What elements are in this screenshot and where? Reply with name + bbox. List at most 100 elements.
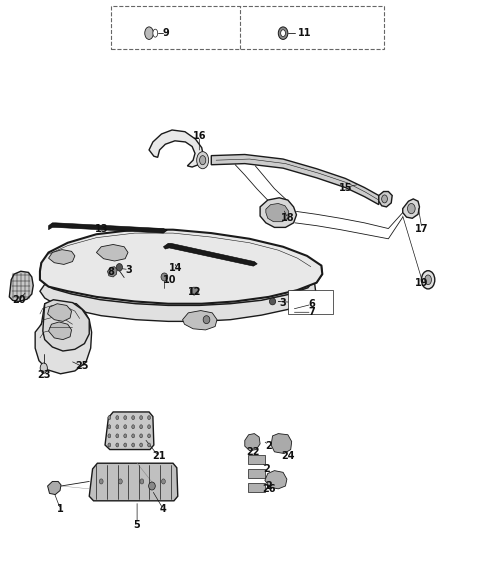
Ellipse shape [124,425,127,429]
Polygon shape [108,267,117,277]
Text: 10: 10 [163,275,176,285]
Text: 5: 5 [134,520,141,530]
Polygon shape [265,471,287,489]
Text: 2: 2 [265,441,272,451]
Polygon shape [149,130,204,167]
Ellipse shape [124,416,127,420]
Text: 3: 3 [126,264,132,275]
Ellipse shape [148,416,151,420]
Ellipse shape [203,316,210,324]
Polygon shape [182,311,217,330]
Polygon shape [40,230,323,304]
Ellipse shape [269,298,276,305]
Text: 3: 3 [280,297,287,308]
Ellipse shape [408,203,415,214]
Text: 2: 2 [265,481,272,491]
Ellipse shape [421,271,435,289]
Polygon shape [190,287,199,295]
Polygon shape [248,469,265,478]
Ellipse shape [108,425,111,429]
Text: 6: 6 [309,299,315,309]
Polygon shape [35,301,92,374]
Text: 4: 4 [160,504,167,514]
Text: 15: 15 [338,183,352,192]
Polygon shape [48,223,167,233]
Polygon shape [43,300,89,351]
Text: 9: 9 [162,28,169,38]
Text: 7: 7 [309,307,315,317]
Text: 25: 25 [75,361,89,371]
Ellipse shape [140,416,143,420]
Ellipse shape [140,434,143,438]
Ellipse shape [148,425,151,429]
Text: 1: 1 [57,504,64,514]
Text: 13: 13 [95,223,108,234]
Ellipse shape [140,479,144,484]
Ellipse shape [425,275,432,285]
Text: (W/AUTO LIGHT): (W/AUTO LIGHT) [135,9,206,18]
Ellipse shape [124,434,127,438]
Text: 19: 19 [415,278,429,288]
Polygon shape [89,463,178,501]
Polygon shape [48,481,61,494]
Ellipse shape [116,425,119,429]
Ellipse shape [132,443,134,447]
Ellipse shape [153,29,157,37]
Text: 20: 20 [12,295,25,305]
Text: 11: 11 [298,28,312,38]
Ellipse shape [119,479,122,484]
Polygon shape [211,155,379,204]
Ellipse shape [116,434,119,438]
Ellipse shape [140,443,143,447]
Ellipse shape [281,30,286,37]
Text: 16: 16 [192,131,206,141]
Ellipse shape [116,416,119,420]
Text: 2: 2 [263,464,270,474]
Ellipse shape [116,264,122,271]
Polygon shape [260,198,297,227]
Ellipse shape [145,27,154,39]
Text: (W/PHOTO SENSOR): (W/PHOTO SENSOR) [266,9,353,18]
Text: 24: 24 [281,452,295,461]
Text: 14: 14 [168,263,182,274]
Polygon shape [105,412,154,449]
Text: 26: 26 [262,484,276,494]
Text: 21: 21 [152,452,166,461]
Ellipse shape [132,416,134,420]
Ellipse shape [149,482,156,490]
Ellipse shape [197,152,209,168]
Ellipse shape [132,434,134,438]
Text: 18: 18 [281,214,295,223]
Text: 8: 8 [108,267,114,278]
Polygon shape [266,203,289,222]
Text: 23: 23 [37,371,50,380]
Polygon shape [271,433,292,453]
Ellipse shape [161,273,168,281]
Ellipse shape [148,434,151,438]
Ellipse shape [132,425,134,429]
Ellipse shape [116,443,119,447]
Text: 22: 22 [247,447,260,457]
Polygon shape [40,273,314,305]
Ellipse shape [161,479,165,484]
Ellipse shape [382,195,387,203]
Polygon shape [48,250,75,264]
Polygon shape [248,483,265,492]
Ellipse shape [200,156,206,165]
Polygon shape [245,433,260,451]
Polygon shape [40,280,316,321]
Polygon shape [96,244,128,261]
Ellipse shape [108,434,111,438]
Polygon shape [403,199,420,218]
Ellipse shape [140,425,143,429]
Polygon shape [379,191,392,207]
Ellipse shape [99,479,103,484]
Ellipse shape [108,443,111,447]
Ellipse shape [124,443,127,447]
Polygon shape [248,455,265,464]
Polygon shape [40,263,323,304]
Polygon shape [9,271,33,301]
Polygon shape [163,243,257,266]
Polygon shape [48,304,72,321]
Text: 12: 12 [188,287,201,297]
